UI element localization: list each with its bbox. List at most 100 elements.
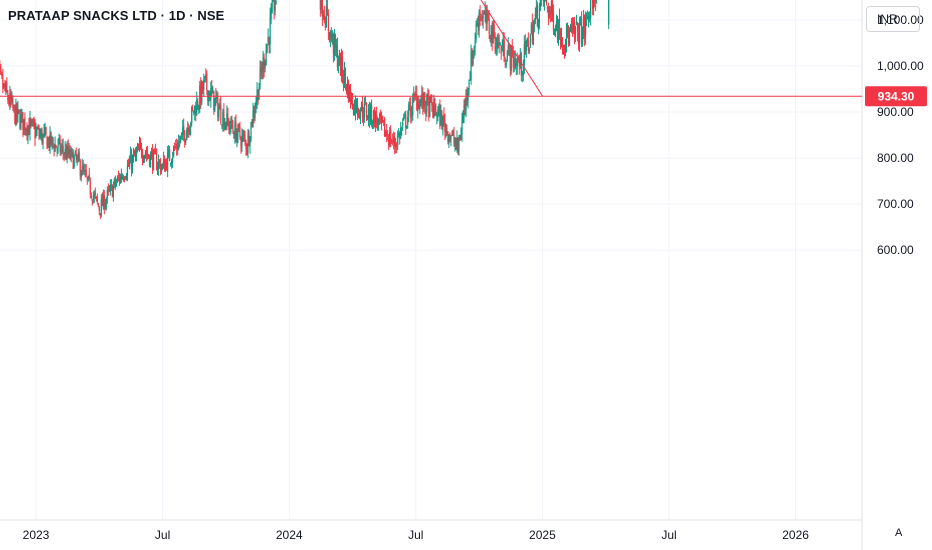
candle-body (29, 119, 31, 134)
candle-body (160, 167, 163, 171)
x-tick-label: 2023 (23, 528, 50, 542)
candle-body (39, 134, 41, 136)
candle-body (501, 48, 503, 52)
candle-body (434, 98, 436, 111)
candle-body (74, 151, 76, 155)
candle-body (252, 110, 254, 127)
candle-body (151, 150, 154, 169)
candle-body (453, 134, 455, 144)
chart-title: PRATAAP SNACKS LTD · 1D · NSE (8, 8, 225, 23)
candle-body (379, 113, 381, 117)
candle-body (516, 60, 518, 67)
candle-body (230, 118, 232, 130)
candle-body (405, 113, 407, 128)
candle-body (335, 46, 338, 49)
candle-body (273, 0, 275, 11)
candle-body (515, 63, 517, 67)
candle-body (608, 0, 610, 25)
candle-body (17, 108, 19, 116)
candle-body (409, 102, 411, 104)
candle-body (254, 109, 256, 118)
candle-body (223, 110, 225, 129)
candle-body (490, 25, 492, 44)
candle-body (329, 30, 331, 39)
candle-body (337, 64, 340, 66)
candle-body (451, 133, 453, 136)
candle-body (397, 135, 399, 146)
candle-body (88, 174, 90, 179)
candle-body (567, 33, 570, 46)
candle-body (519, 53, 521, 67)
candle-body (109, 185, 111, 192)
auto-scale-button[interactable]: A (895, 527, 903, 539)
candle-body (428, 96, 430, 118)
candle-body (196, 99, 198, 116)
candle-body (113, 178, 115, 185)
candle-body (153, 150, 156, 152)
candle-body (326, 5, 328, 16)
candle-body (247, 134, 249, 153)
trendline[interactable] (479, 0, 543, 97)
candle-body (531, 23, 533, 43)
candle-body (522, 64, 524, 75)
candle-body (444, 120, 446, 133)
candle-body (581, 31, 584, 45)
candle-body (435, 109, 437, 116)
candle-body (174, 147, 176, 149)
candle-body (255, 101, 257, 108)
candle-body (82, 165, 84, 170)
candle-body (506, 52, 508, 61)
candle-body (369, 103, 372, 122)
candle-body (377, 120, 379, 127)
candle-body (237, 124, 239, 137)
candle-body (513, 59, 515, 66)
candle-body (429, 97, 431, 117)
candle-body (499, 43, 501, 45)
currency-selector[interactable]: INR (866, 6, 920, 32)
candle-body (156, 167, 159, 171)
candle-body (222, 112, 224, 125)
candle-body (122, 177, 125, 180)
candle-body (408, 104, 410, 116)
candle-body (265, 49, 267, 66)
candle-body (80, 174, 82, 178)
candle-body (350, 94, 353, 103)
candle-body (551, 2, 554, 15)
candle-body (93, 194, 95, 197)
candle-body (407, 116, 409, 125)
candle-body (87, 176, 89, 181)
candle-body (159, 162, 162, 173)
candle-body (268, 37, 270, 45)
candle-body (229, 127, 231, 129)
candle-body (41, 129, 43, 144)
candle-body (574, 27, 577, 34)
candle-body (361, 103, 364, 117)
candle-body (528, 47, 530, 52)
candle-body (210, 88, 212, 101)
candle-body (51, 136, 53, 143)
candle-body (524, 41, 526, 54)
candle-body (184, 132, 186, 143)
candle-body (389, 131, 391, 146)
candle-body (471, 52, 473, 66)
candle-body (401, 127, 403, 129)
x-tick-label: 2026 (782, 528, 809, 542)
candle-body (19, 114, 21, 129)
candle-body (65, 149, 67, 160)
candle-body (115, 182, 117, 186)
candle-body (59, 138, 61, 153)
candle-body (542, 0, 545, 1)
candle-body (200, 83, 202, 103)
candle-body (539, 0, 541, 7)
candle-body (2, 77, 4, 89)
candle-body (165, 161, 167, 171)
candle-body (375, 112, 377, 127)
candle-body (220, 104, 222, 123)
candle-body (26, 127, 28, 135)
candle-body (332, 35, 335, 54)
candle-body (21, 111, 23, 116)
candle-body (4, 83, 6, 90)
candle-body (94, 192, 96, 196)
candle-body (120, 174, 123, 179)
